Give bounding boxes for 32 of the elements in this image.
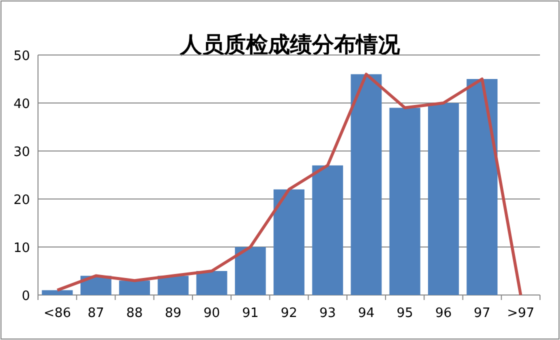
- x-tick-label: 94: [358, 306, 375, 321]
- x-tick-label: 97: [474, 306, 490, 321]
- bar: [389, 108, 420, 295]
- bar: [466, 79, 498, 295]
- bar: [158, 276, 189, 295]
- y-tick-label: 20: [13, 193, 30, 208]
- x-tick-label: 92: [280, 306, 298, 321]
- y-tick-label: 0: [22, 289, 30, 304]
- y-tick-label: 50: [13, 49, 30, 64]
- x-tick-label: 88: [126, 306, 143, 321]
- x-tick-label: 91: [242, 306, 259, 321]
- x-tick-label: 93: [319, 306, 336, 321]
- chart-title: 人员质检成绩分布情况: [179, 33, 401, 58]
- bar: [119, 280, 150, 295]
- bar: [234, 247, 266, 295]
- bar: [428, 103, 459, 295]
- x-tick-label: 90: [203, 306, 220, 321]
- x-tick-label: 89: [164, 306, 182, 321]
- y-tick-label: 10: [13, 241, 30, 256]
- bar: [350, 74, 382, 295]
- x-tick-label: 95: [396, 306, 414, 321]
- bar: [42, 290, 73, 295]
- x-tick-label: 87: [88, 306, 104, 321]
- bar: [312, 165, 344, 295]
- y-tick-label: 40: [13, 97, 30, 112]
- y-tick-label: 30: [13, 145, 30, 160]
- bar: [196, 271, 228, 295]
- bar: [274, 189, 304, 295]
- x-tick-label: 96: [435, 306, 452, 321]
- line-series: [56, 72, 522, 296]
- x-tick-label: <86: [44, 306, 72, 321]
- x-tick-label: >97: [506, 306, 534, 321]
